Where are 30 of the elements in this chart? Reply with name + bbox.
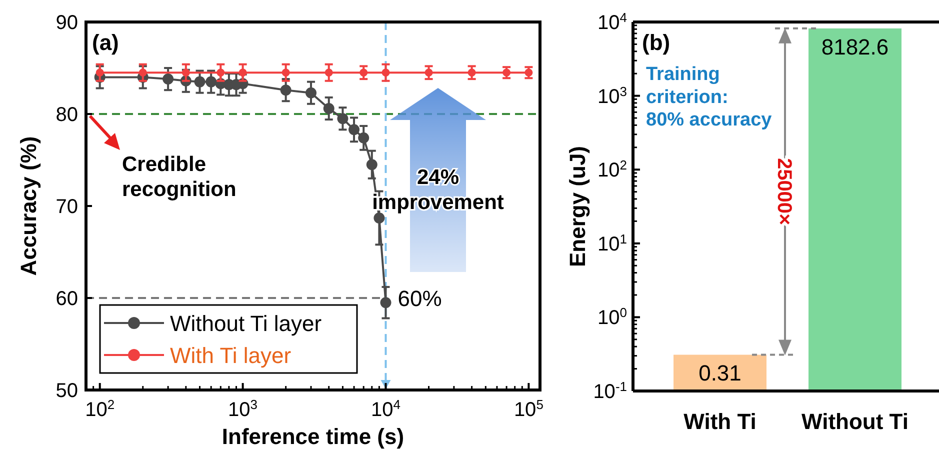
y-axis-title: Energy (uJ)	[565, 146, 590, 268]
x-tick-label: 10$^{4}$	[370, 396, 400, 421]
annotation: Training criterion: 80% accuracy	[646, 64, 772, 131]
y-tick-label: 10$^{4}$	[598, 10, 627, 34]
annotation: (a)	[92, 30, 119, 55]
y-tick-label: 50	[56, 380, 78, 402]
y-tick-label: 70	[56, 196, 78, 218]
y-tick-label: 10$^{3}$	[598, 83, 627, 108]
y-tick-label: 10$^{1}$	[598, 230, 627, 256]
annotation: Credible recognition	[122, 153, 236, 202]
data-label: 0.31	[698, 360, 742, 386]
x-axis-title: Inference time (s)	[222, 424, 404, 449]
y-tick-label: 10$^{2}$	[598, 157, 627, 182]
annotation: 25000×	[773, 158, 795, 226]
x-tick-label: 10$^{3}$	[228, 396, 258, 421]
x-tick-label: 10$^{2}$	[85, 396, 115, 421]
annotation: 60%	[398, 286, 442, 311]
annotation: (b)	[642, 30, 670, 55]
y-tick-label: 10$^{-1}$	[593, 378, 627, 403]
x-tick-label: Without Ti	[802, 409, 908, 434]
y-tick-label: 90	[56, 12, 78, 34]
x-tick-label: With Ti	[684, 409, 756, 434]
y-axis-title: Accuracy (%)	[16, 136, 41, 276]
y-tick-label: 80	[56, 104, 78, 126]
legend-label: Without Ti layer	[170, 311, 322, 336]
legend-label: With Ti layer	[170, 343, 292, 368]
y-tick-label: 10$^{0}$	[598, 304, 627, 330]
x-tick-label: 10$^{5}$	[514, 396, 544, 421]
y-tick-label: 60	[56, 288, 78, 310]
data-label: 8182.6	[821, 34, 889, 60]
